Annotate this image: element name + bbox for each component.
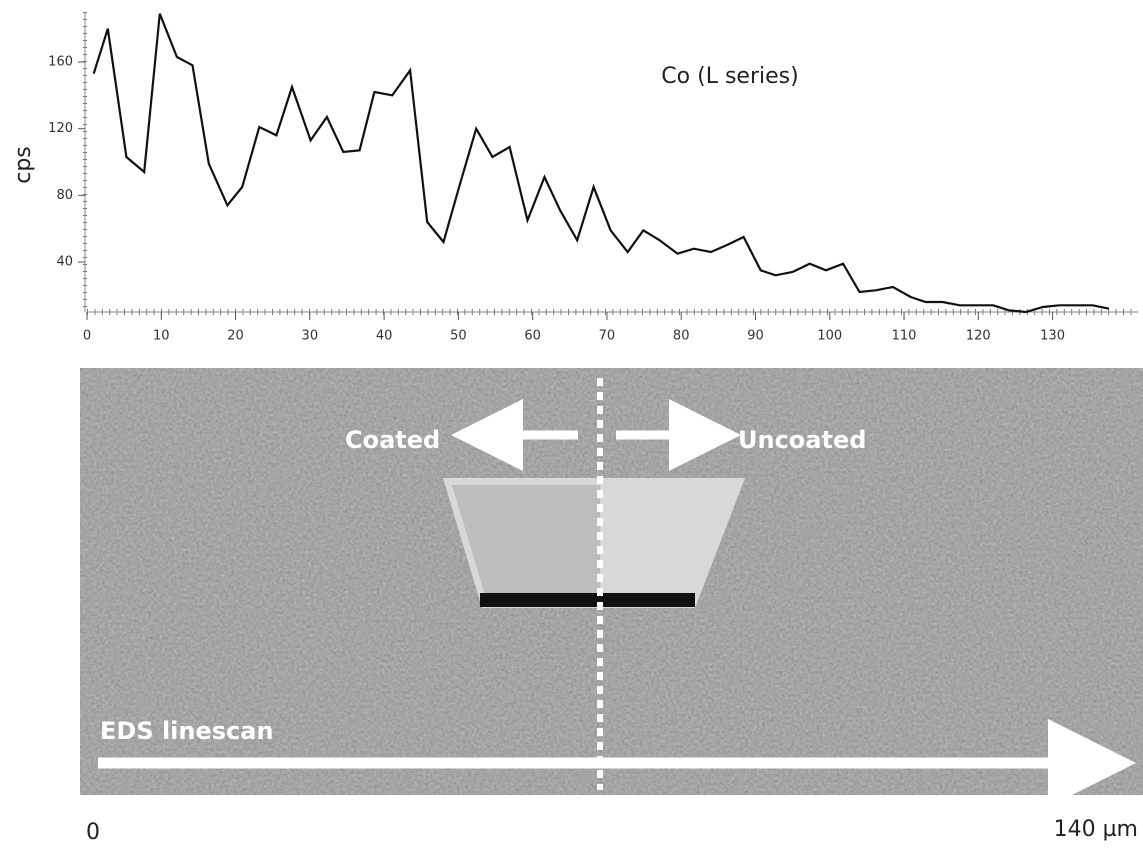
x-tick-label: 110 (892, 329, 917, 344)
x-tick-label: 60 (524, 329, 541, 344)
plot: Co (L series) cps µm 4080120160010203040… (11, 12, 1138, 398)
sem-image: Coated Uncoated EDS linescan (80, 368, 1143, 795)
coated-label: Coated (345, 426, 440, 454)
x-tick-label: 50 (450, 329, 467, 344)
y-axis-label: cps (11, 146, 36, 184)
x-tick-label: 30 (302, 329, 319, 344)
x-tick-label: 130 (1040, 329, 1065, 344)
x-tick-label: 120 (966, 329, 991, 344)
scale-end: 140 µm (1054, 817, 1138, 842)
x-tick-label: 20 (227, 329, 244, 344)
x-tick-label: 40 (376, 329, 393, 344)
y-tick-label: 160 (48, 55, 73, 70)
x-tick-label: 80 (673, 329, 690, 344)
x-tick-label: 100 (817, 329, 842, 344)
linescan-label: EDS linescan (100, 717, 274, 745)
scale-start: 0 (86, 820, 100, 845)
chart-title: Co (L series) (661, 64, 798, 89)
x-tick-label: 70 (599, 329, 616, 344)
x-tick-label: 90 (747, 329, 764, 344)
y-tick-label: 120 (48, 121, 73, 136)
trench-bottom (480, 593, 695, 607)
figure: Co (L series) cps µm 4080120160010203040… (0, 0, 1143, 848)
y-tick-label: 80 (56, 188, 73, 203)
x-tick-label: 0 (83, 329, 91, 344)
uncoated-label: Uncoated (738, 426, 866, 454)
x-tick-label: 10 (153, 329, 170, 344)
data-line (94, 14, 1109, 312)
y-tick-label: 40 (56, 255, 73, 270)
